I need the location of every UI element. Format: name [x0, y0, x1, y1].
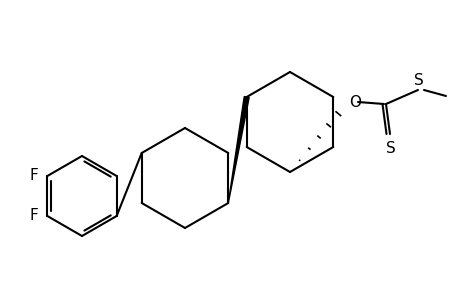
- Text: O: O: [348, 94, 360, 110]
- Text: F: F: [30, 167, 39, 182]
- Text: S: S: [385, 140, 395, 155]
- Text: S: S: [413, 73, 423, 88]
- Polygon shape: [228, 97, 249, 203]
- Text: F: F: [30, 208, 39, 223]
